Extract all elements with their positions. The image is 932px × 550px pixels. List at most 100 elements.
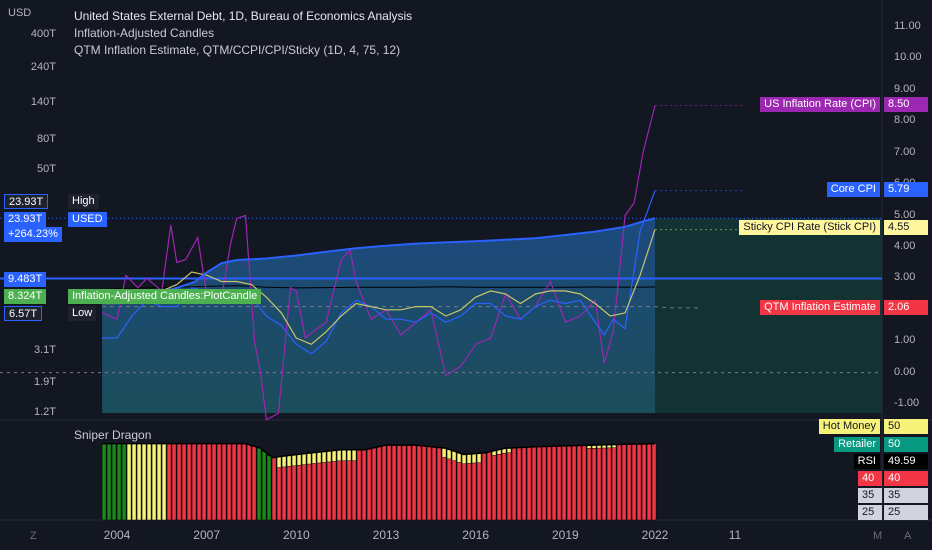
legend-title[interactable]: United States External Debt, 1D, Bureau …: [74, 9, 413, 23]
right-tick-label: 9.00: [894, 82, 916, 95]
level-25-right-tag: 25: [884, 505, 928, 520]
retailer-value-tag: 50: [884, 437, 928, 452]
candle-label-tag: Inflation-Adjusted Candles:PlotCandle: [68, 289, 262, 304]
used-value-tag: 23.93T: [4, 212, 47, 227]
sub-cap-42: [311, 452, 317, 464]
sub-bar-9: [146, 443, 152, 521]
sub-bar-55: [376, 446, 382, 521]
right-tick-label: 4.00: [894, 239, 916, 252]
x-tick-label: 2022: [641, 528, 669, 542]
adjusted-value-tag: 9.483T: [4, 272, 47, 287]
sub-bar-0: [101, 443, 107, 521]
sub-cap-41: [306, 452, 312, 465]
sub-bar-84: [521, 446, 527, 521]
core-cpi-value-tag: 5.79: [884, 182, 928, 197]
sub-bar-64: [421, 445, 427, 521]
used-area-fill: [102, 218, 656, 413]
sub-bar-19: [196, 443, 202, 521]
sub-bar-20: [201, 443, 207, 521]
level-40-right-tag: 40: [884, 471, 928, 486]
sub-bar-16: [181, 443, 187, 521]
sub-bar-104: [621, 444, 627, 521]
sub-bar-87: [536, 446, 542, 521]
left-axis-unit: USD: [8, 7, 32, 19]
sub-bar-96: [581, 445, 587, 521]
chart-legend: United States External Debt, 1D, Bureau …: [74, 8, 412, 59]
sub-bar-109: [646, 443, 652, 521]
sub-bar-99: [596, 444, 602, 521]
sticky-cpi-label-tag: Sticky CPI Rate (Stick CPI): [739, 220, 880, 235]
left-tick-label: 1.2T: [33, 406, 56, 418]
sub-bar-8: [141, 443, 147, 521]
sub-bar-92: [561, 445, 567, 521]
level-40-left-tag: 40: [858, 471, 882, 486]
sub-bar-11: [156, 443, 162, 521]
sub-bar-21: [206, 443, 212, 521]
sub-bar-75: [476, 453, 482, 521]
series-qtm-line: [102, 306, 700, 309]
sub-cap-72: [461, 454, 467, 465]
sub-bar-17: [186, 443, 192, 521]
sub-bar-2: [111, 443, 117, 521]
legend-indicator-qtm[interactable]: QTM Inflation Estimate, QTM/CCPI/CPI/Sti…: [74, 43, 401, 57]
sub-bar-70: [451, 451, 457, 521]
sub-bar-105: [626, 443, 632, 521]
hot-money-value-tag: 50: [884, 419, 928, 434]
sub-bar-4: [121, 443, 127, 521]
sub-bar-106: [631, 443, 637, 521]
sub-bar-108: [641, 443, 647, 521]
sub-cap-40: [301, 453, 307, 465]
high-label-tag: High: [68, 194, 99, 209]
sub-bar-97: [586, 445, 592, 521]
sub-bar-94: [571, 445, 577, 521]
sub-cap-47: [336, 449, 342, 462]
sub-bar-91: [556, 445, 562, 521]
level-35-right-tag: 35: [884, 488, 928, 503]
subpanel-title[interactable]: Sniper Dragon: [74, 428, 152, 442]
sub-bar-23: [216, 443, 222, 521]
sub-cap-48: [341, 449, 347, 461]
series-retailer-line: [102, 442, 656, 459]
sub-bar-24: [221, 443, 227, 521]
sub-bar-52: [361, 449, 367, 521]
high-value-tag: 23.93T: [4, 194, 49, 209]
sub-bar-78: [491, 450, 497, 521]
sub-bar-27: [236, 443, 242, 521]
sub-bar-82: [511, 447, 517, 521]
series-us-cpi-line: [101, 105, 656, 421]
sub-bar-31: [256, 447, 262, 521]
sub-cap-71: [456, 452, 462, 463]
legend-indicator-candles[interactable]: Inflation-Adjusted Candles: [74, 26, 215, 40]
sub-bar-1: [106, 443, 112, 521]
right-tick-label: 5.00: [894, 208, 916, 221]
series-core-cpi-line: [102, 190, 656, 355]
projection-zone: [655, 218, 882, 413]
sticky-cpi-value-tag: 4.55: [884, 220, 928, 235]
sub-bar-25: [226, 443, 232, 521]
sub-bar-15: [176, 443, 182, 521]
core-cpi-label-tag: Core CPI: [826, 182, 880, 197]
sub-cap-74: [471, 453, 477, 464]
sub-bar-71: [456, 452, 462, 521]
sub-bar-61: [406, 444, 412, 521]
tradingview-logo-icon[interactable]: Z: [30, 530, 37, 542]
sub-bar-12: [161, 443, 167, 521]
sub-cap-75: [476, 453, 482, 463]
level-35-left-tag: 35: [858, 488, 882, 503]
qtm-value-tag: 2.06: [884, 300, 928, 315]
sub-bar-98: [591, 444, 597, 521]
sub-bar-6: [131, 443, 137, 521]
sub-bar-33: [266, 455, 272, 521]
sub-bar-85: [526, 446, 532, 521]
series-used-line: [101, 217, 656, 304]
auto-scale-button[interactable]: A: [904, 530, 912, 542]
sub-bar-57: [386, 444, 392, 521]
left-tick-label: 140T: [30, 96, 56, 109]
left-tick-label: 400T: [30, 28, 56, 40]
sub-bar-95: [576, 445, 582, 521]
sub-cap-36: [281, 455, 287, 468]
us-cpi-label-tag: US Inflation Rate (CPI): [760, 97, 880, 112]
sub-bar-90: [551, 445, 557, 521]
sub-bar-100: [601, 444, 607, 521]
